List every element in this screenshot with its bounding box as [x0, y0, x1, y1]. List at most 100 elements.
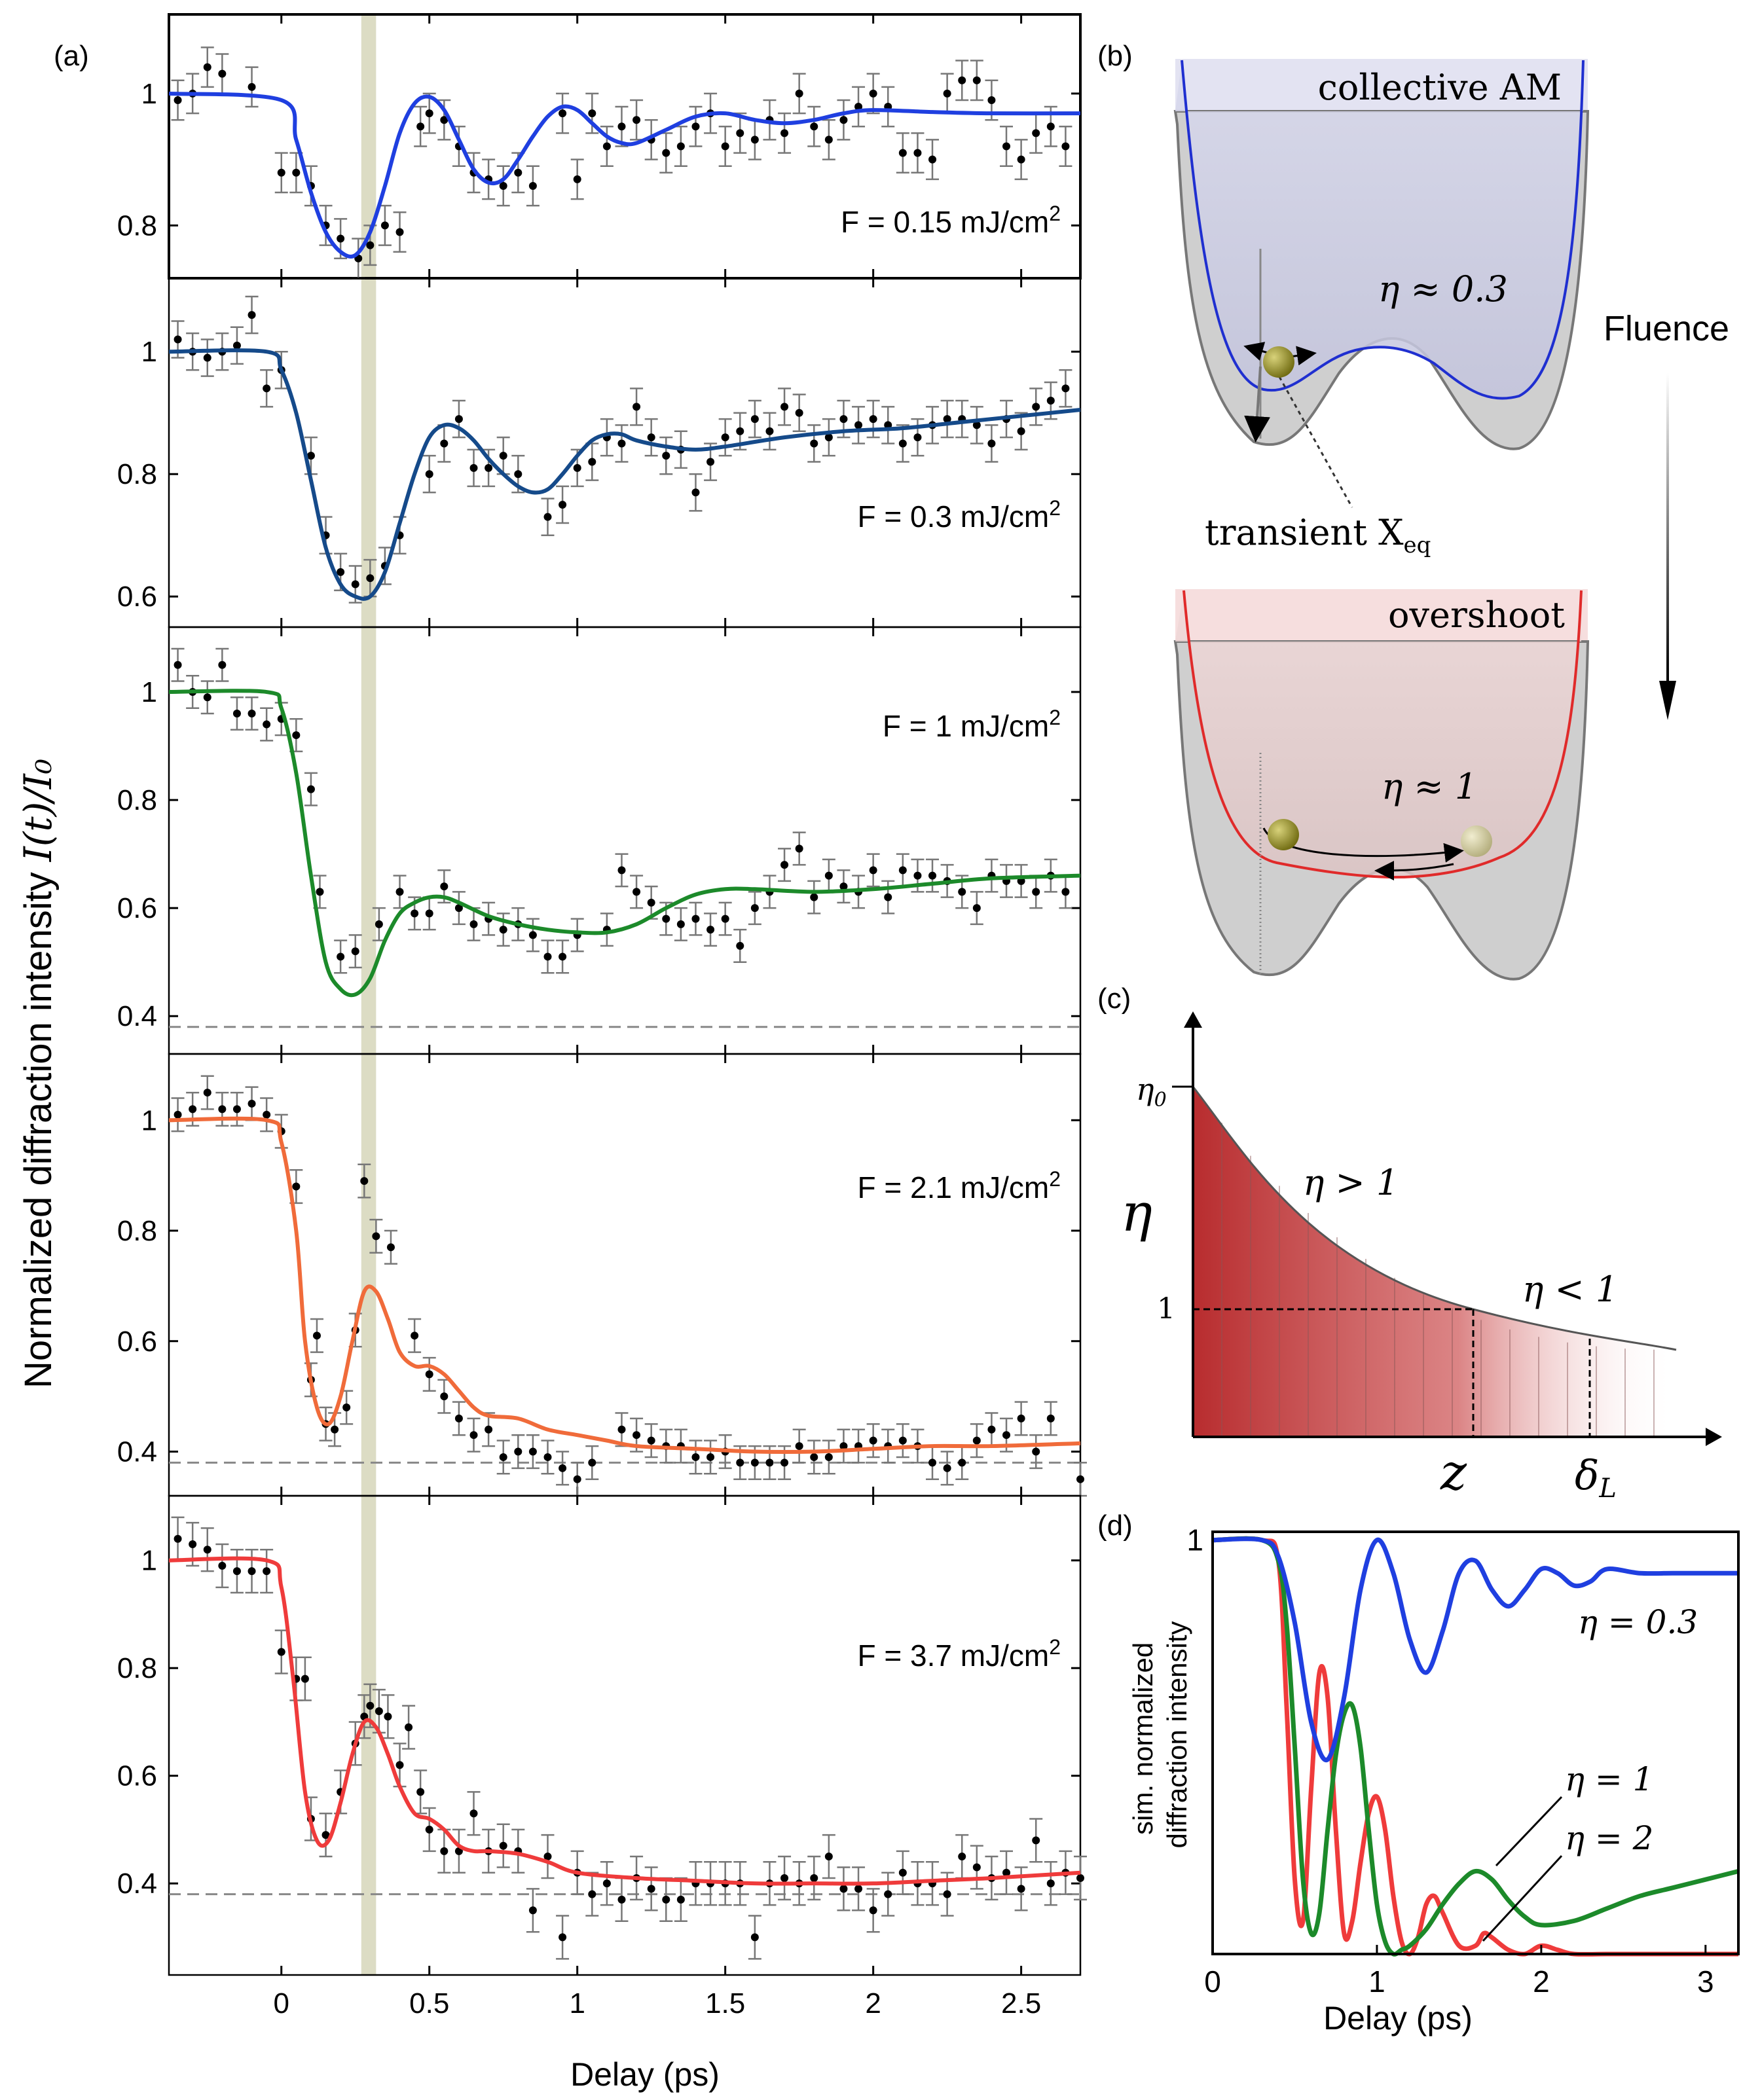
y-tick-label: 0.4 [117, 1868, 157, 1900]
data-point [970, 60, 983, 101]
data-point [372, 907, 386, 941]
data-point [358, 1694, 371, 1739]
data-point [674, 1877, 688, 1923]
data-point [822, 858, 835, 893]
data-point [778, 388, 792, 426]
data-point [896, 424, 909, 463]
d-x-tick-label: 0 [1204, 1964, 1221, 1999]
data-point [1000, 863, 1014, 898]
data-point [526, 1434, 540, 1470]
panel-a-frames: 1 0.8 F = 0.15 mJ/cm2 1 0.8 0.6 F = 0.3 mJ/cm2… [117, 13, 1087, 2019]
data-point [704, 913, 718, 947]
data-point [437, 424, 451, 463]
data-point [778, 112, 792, 154]
x-tick-label: 1 [569, 1987, 585, 2019]
data-point [1000, 126, 1014, 167]
data-point [541, 498, 555, 536]
panel-d-ylabel-line1: sim. normalized [1128, 1642, 1158, 1835]
data-point [340, 1390, 354, 1425]
eta-high-label: η > 1 [1303, 1162, 1399, 1203]
fit-curve [168, 1116, 1081, 1455]
data-point [778, 848, 792, 882]
data-point [866, 853, 880, 888]
subplot-a3: 1 0.8 0.6 0.4 F = 1 mJ/cm2 [117, 626, 1082, 1055]
data-point [881, 880, 895, 914]
upper-eta-text: η ≈ 0.3 [1378, 268, 1508, 310]
panel-c-ylabel: η [1121, 1182, 1152, 1243]
data-point [985, 424, 999, 463]
data-point [171, 79, 185, 121]
eta-2-label: η = 2 [1565, 1819, 1653, 1857]
fluence-annotation: F = 0.15 mJ/cm2 [841, 202, 1061, 239]
data-point [689, 1861, 703, 1906]
data-point [1059, 126, 1072, 167]
data-point [911, 132, 925, 174]
data-point [926, 858, 940, 893]
data-point [482, 448, 496, 488]
data-point [1059, 369, 1072, 408]
data-point [230, 697, 244, 731]
panel-b: (b) collective AM η ≈ 0.3 transient Xeq … [1097, 40, 1729, 981]
fluence-gradient [1666, 373, 1669, 681]
data-point [940, 73, 954, 115]
data-point [245, 1086, 259, 1121]
data-point [733, 928, 747, 963]
data-point [600, 126, 614, 167]
data-point [556, 1451, 570, 1486]
data-point [482, 158, 496, 200]
data-point [807, 105, 821, 147]
data-point [822, 1834, 835, 1879]
data-point [414, 1769, 428, 1815]
data-point [393, 875, 407, 909]
data-point [615, 1412, 629, 1447]
lower-eta-text: η ≈ 1 [1382, 766, 1477, 807]
data-point [215, 53, 229, 95]
y-tick-label: 0.6 [117, 581, 157, 613]
overshoot-banner [1175, 589, 1588, 642]
data-point [822, 1439, 835, 1475]
fluence-label: Fluence [1604, 309, 1729, 348]
data-point [230, 1548, 244, 1594]
data-point [955, 1834, 969, 1879]
data-point [1014, 863, 1028, 898]
y-tick-label: 1 [141, 1545, 157, 1577]
y-tick-label: 1 [141, 676, 157, 708]
data-point [659, 436, 673, 475]
data-point [615, 853, 629, 888]
data-point [837, 869, 851, 904]
subplot-a5: 1 0.8 0.6 0.4 F = 3.7 mJ/cm2 [117, 1494, 1087, 1976]
data-point [792, 73, 806, 115]
data-point [866, 73, 880, 115]
panel-a-label: (a) [54, 40, 89, 72]
data-point [881, 86, 895, 128]
data-point [689, 473, 703, 512]
data-point [718, 126, 732, 167]
panel-d-ylabel: sim. normalized diffraction intensity [1128, 1621, 1192, 1848]
fluence-annotation: F = 3.7 mJ/cm2 [858, 1635, 1061, 1673]
data-point [926, 139, 940, 181]
data-point [372, 1688, 386, 1734]
data-point [245, 295, 259, 335]
collective-am-banner [1175, 59, 1588, 111]
data-point [630, 99, 644, 141]
data-point [970, 1845, 983, 1890]
data-point [556, 485, 570, 524]
data-point [940, 399, 954, 439]
fluence-annotation: F = 1 mJ/cm2 [883, 706, 1061, 743]
panel-d: (d) sim. normalized diffraction intensit… [1097, 1510, 1740, 2037]
data-point [526, 1888, 540, 1933]
data-point [718, 418, 732, 457]
lower-pink-potential [1175, 590, 1581, 877]
data-point [556, 1915, 570, 1960]
data-point [970, 1423, 983, 1458]
y-tick-label: 0.8 [117, 1652, 157, 1684]
panel-b-label: (b) [1097, 40, 1133, 72]
decay-curve [1192, 1086, 1677, 1351]
data-point [348, 934, 362, 969]
eta-axis-arrow [1184, 1011, 1202, 1028]
data-point [496, 165, 510, 207]
upper-ball [1263, 346, 1294, 378]
data-point [689, 1439, 703, 1475]
data-point [585, 92, 599, 134]
